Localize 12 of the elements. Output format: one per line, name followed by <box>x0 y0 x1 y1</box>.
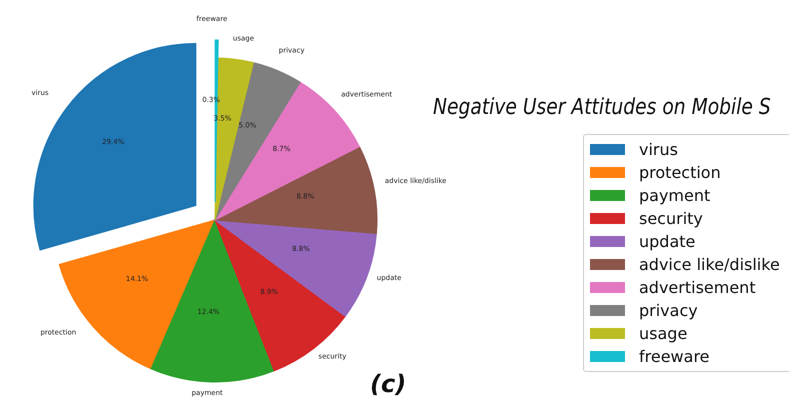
legend-label: usage <box>639 324 688 343</box>
legend-label: virus <box>639 140 678 159</box>
legend-label: payment <box>639 186 710 205</box>
legend-label: update <box>639 232 696 251</box>
legend-label: protection <box>639 163 721 182</box>
legend-label: advertisement <box>639 278 756 297</box>
legend-label: security <box>639 209 703 228</box>
legend-label: advice like/dislike <box>639 255 780 274</box>
text: (c) <box>370 370 406 398</box>
legend-label: privacy <box>639 301 698 320</box>
text: Negative User Attitudes on Mobile S <box>433 95 771 120</box>
legend-label: freeware <box>639 347 710 366</box>
